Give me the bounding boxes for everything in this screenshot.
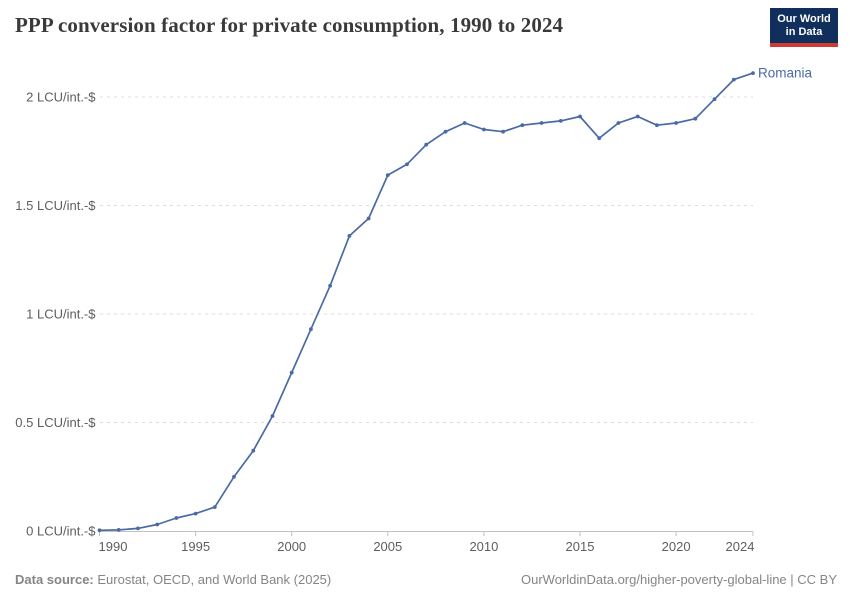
data-point-1991[interactable] xyxy=(116,528,121,532)
data-point-2007[interactable] xyxy=(424,142,429,147)
data-point-2003[interactable] xyxy=(347,234,352,238)
x-axis-tick-label: 1990 xyxy=(99,539,128,554)
data-point-1995[interactable] xyxy=(193,511,198,516)
y-axis-tick-label: 2 LCU/int.-$ xyxy=(26,90,96,105)
y-axis-tick-label: 1.5 LCU/int.-$ xyxy=(15,198,96,213)
data-point-2020[interactable] xyxy=(674,121,678,125)
x-axis-tick-label: 2000 xyxy=(277,539,306,554)
data-point-2013[interactable] xyxy=(539,121,544,125)
data-point-2011[interactable] xyxy=(501,129,505,134)
y-axis-tick-label: 0 LCU/int.-$ xyxy=(26,524,96,539)
data-point-2004[interactable] xyxy=(366,216,371,221)
chart-footer: Data source: Eurostat, OECD, and World B… xyxy=(15,572,837,587)
data-point-2000[interactable] xyxy=(289,370,294,375)
owid-logo-line2: in Data xyxy=(785,26,823,38)
data-point-2021[interactable] xyxy=(693,116,698,121)
data-point-1990[interactable] xyxy=(97,528,102,533)
data-source-text: Eurostat, OECD, and World Bank (2025) xyxy=(93,572,332,587)
data-point-2001[interactable] xyxy=(309,327,313,332)
series-end-label: Romania xyxy=(758,66,813,81)
owid-logo: Our World in Data xyxy=(770,8,838,47)
data-point-2018[interactable] xyxy=(635,114,640,119)
data-point-2005[interactable] xyxy=(385,173,390,178)
data-point-2023[interactable] xyxy=(731,77,736,82)
data-point-2019[interactable] xyxy=(655,123,659,128)
data-point-2006[interactable] xyxy=(405,162,409,167)
data-line-romania[interactable] xyxy=(98,72,754,532)
data-point-2024[interactable] xyxy=(751,71,755,75)
data-point-2002[interactable] xyxy=(328,283,332,288)
y-axis-tick-label: 0.5 LCU/int.-$ xyxy=(15,415,96,430)
data-point-2012[interactable] xyxy=(520,123,525,128)
data-point-1999[interactable] xyxy=(270,414,275,418)
x-axis-tick-label: 2010 xyxy=(469,539,498,554)
data-source: Data source: Eurostat, OECD, and World B… xyxy=(15,572,331,587)
license-link: OurWorldinData.org/higher-poverty-global… xyxy=(521,572,837,587)
data-point-1994[interactable] xyxy=(174,516,179,520)
data-source-label: Data source: xyxy=(15,572,94,587)
data-point-1992[interactable] xyxy=(136,526,140,531)
data-point-1993[interactable] xyxy=(155,522,160,527)
x-axis-tick-label: 2005 xyxy=(373,539,402,554)
chart-title: PPP conversion factor for private consum… xyxy=(15,13,564,37)
x-axis-tick-label: 2020 xyxy=(662,539,691,554)
x-axis-tick-label: 2024 xyxy=(726,539,755,554)
data-point-1998[interactable] xyxy=(251,448,256,453)
data-point-2014[interactable] xyxy=(558,119,563,123)
data-point-2016[interactable] xyxy=(597,136,602,141)
owid-logo-line1: Our World xyxy=(777,13,831,25)
data-point-2022[interactable] xyxy=(712,97,717,102)
x-axis-tick-label: 2015 xyxy=(566,539,595,554)
data-point-1996[interactable] xyxy=(212,505,217,509)
data-point-2015[interactable] xyxy=(578,114,582,119)
data-point-1997[interactable] xyxy=(232,474,236,479)
x-axis-tick-label: 1995 xyxy=(181,539,210,554)
data-point-2010[interactable] xyxy=(482,127,486,132)
data-point-2009[interactable] xyxy=(462,121,467,125)
data-point-2017[interactable] xyxy=(616,121,621,125)
y-axis-tick-label: 1 LCU/int.-$ xyxy=(26,307,96,322)
data-point-2008[interactable] xyxy=(443,129,448,134)
